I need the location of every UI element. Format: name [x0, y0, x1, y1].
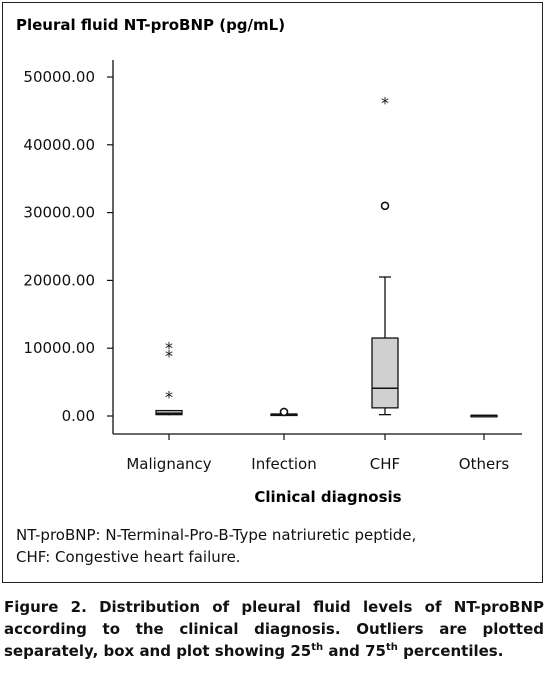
axes	[112, 60, 522, 435]
figure-frame	[2, 2, 543, 583]
y-tick-label: 20000.00	[23, 271, 95, 289]
y-axis-title: Pleural fluid NT-proBNP (pg/mL)	[16, 16, 285, 34]
y-tick-label: 50000.00	[23, 68, 95, 86]
caption-part-1: Figure 2. Distribution of pleural fluid …	[4, 598, 544, 660]
box-malignancy: ***	[155, 338, 183, 416]
box-body	[371, 337, 399, 409]
footnote: NT-proBNP: N-Terminal-Pro-B-Type natriur…	[16, 524, 536, 568]
caption-part-2: and 75	[323, 642, 386, 660]
outlier-circle	[279, 407, 289, 417]
x-tick-label: CHF	[370, 455, 400, 473]
caption-superscript-1: th	[311, 642, 324, 653]
x-tick-label: Malignancy	[126, 455, 211, 473]
outlier-asterisk: *	[165, 338, 173, 357]
y-ticks: 50000.00 40000.00 30000.00 20000.00 10000.00…	[23, 68, 113, 425]
figure-caption: Figure 2. Distribution of pleural fluid …	[4, 596, 544, 662]
box-infection	[270, 407, 298, 417]
x-tick-label: Infection	[251, 455, 316, 473]
caption-part-3: percentiles.	[397, 642, 504, 660]
x-ticks: Malignancy Infection CHF Others	[126, 434, 509, 473]
box-others	[470, 414, 498, 418]
y-tick-label: 0.00	[62, 407, 95, 425]
footnote-line-2: CHF: Congestive heart failure.	[16, 548, 241, 566]
x-axis-title: Clinical diagnosis	[254, 488, 401, 506]
box-chf: *	[371, 94, 399, 416]
outlier-asterisk: *	[165, 347, 173, 366]
y-tick-label: 10000.00	[23, 339, 95, 357]
boxes: ****	[155, 94, 498, 418]
caption-superscript-2: th	[385, 642, 398, 653]
y-tick-label: 30000.00	[23, 204, 95, 222]
y-tick-label: 40000.00	[23, 136, 95, 154]
outlier-asterisk: *	[165, 387, 173, 406]
footnote-line-1: NT-proBNP: N-Terminal-Pro-B-Type natriur…	[16, 526, 417, 544]
outlier-circle	[380, 201, 390, 211]
outlier-asterisk: *	[381, 94, 389, 113]
x-tick-label: Others	[459, 455, 510, 473]
